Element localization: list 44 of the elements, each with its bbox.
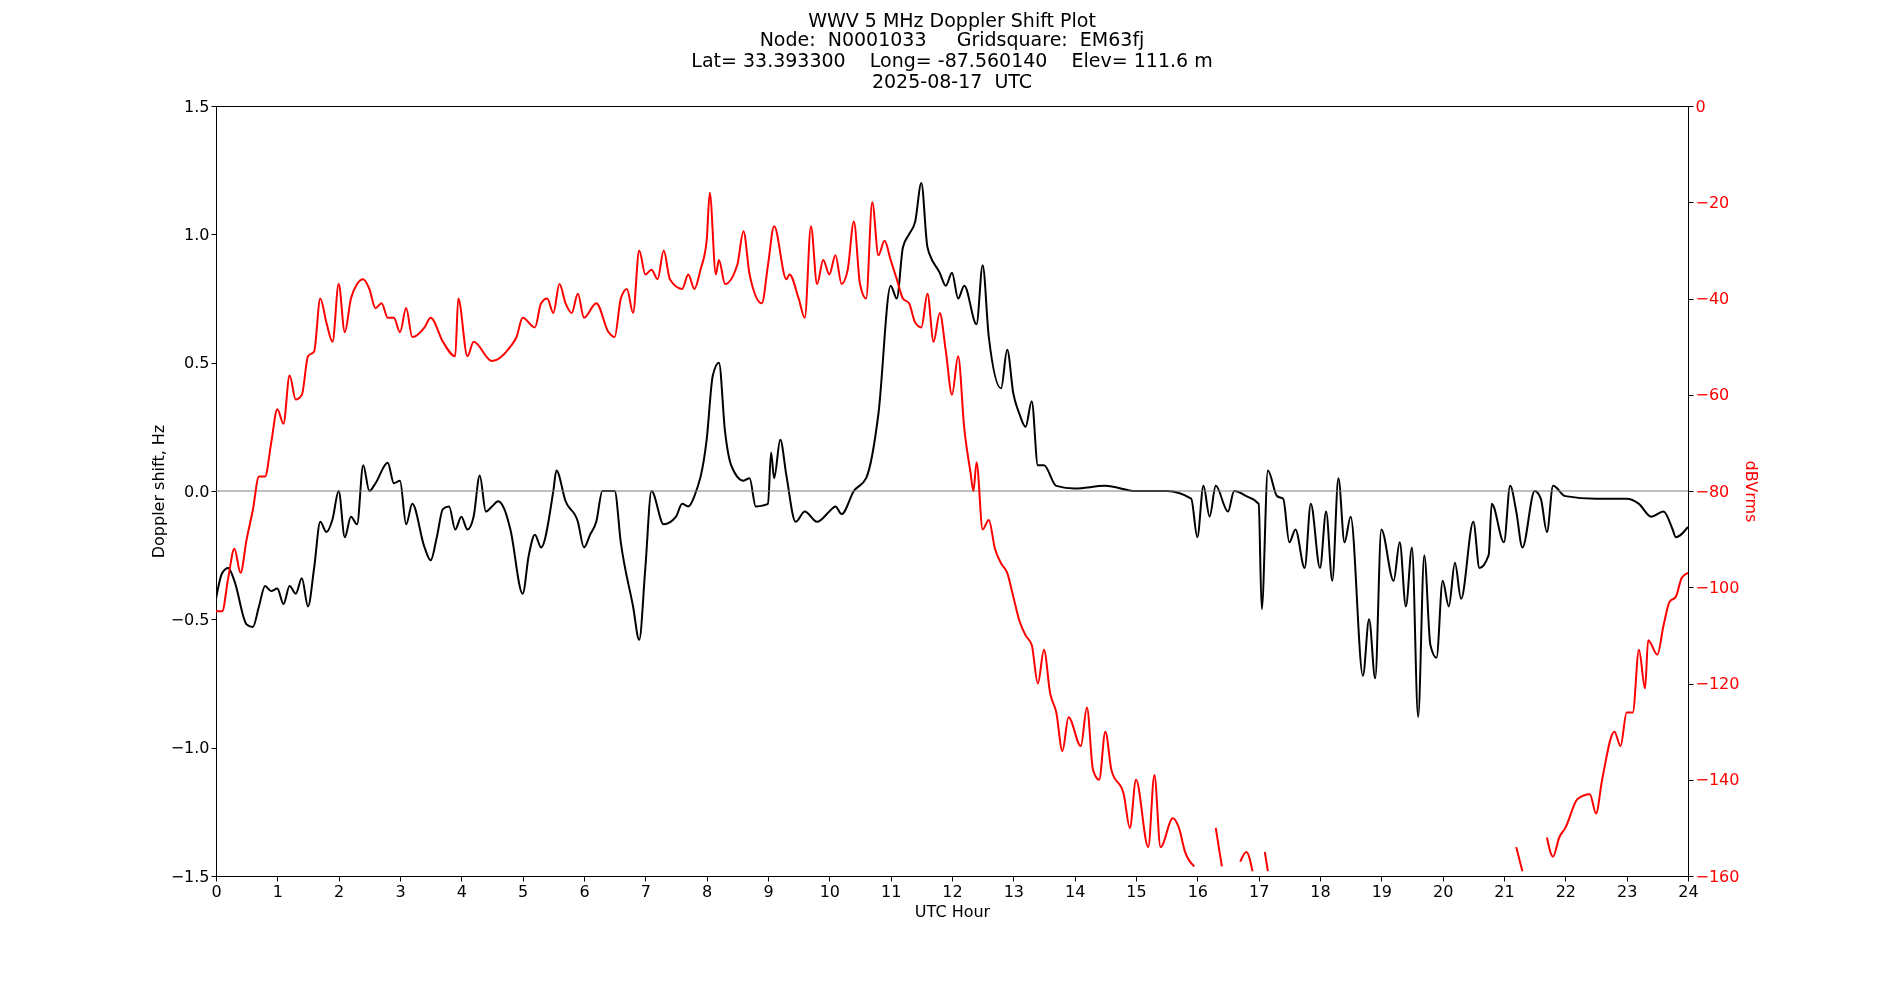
x-tick-label: 10 (819, 881, 841, 901)
x-tick-label: 18 (1310, 881, 1331, 901)
x-tick-label: 20 (1432, 881, 1454, 901)
y-tick-label: −1.5 (170, 866, 210, 886)
x-tick-label: 2 (334, 881, 345, 901)
y2-tick-label: −20 (1695, 192, 1730, 212)
y-tick-label: 0.5 (184, 353, 210, 373)
chart-title: WWV 5 MHz Doppler Shift Plot (808, 9, 1096, 31)
y2-tick-label: −40 (1695, 289, 1730, 308)
x-tick-label: 1 (272, 881, 283, 901)
x-tick-label: 13 (1003, 881, 1025, 901)
x-tick-label: 12 (942, 881, 963, 901)
x-tick-label: 19 (1371, 881, 1393, 901)
x-tick-label: 14 (1064, 881, 1086, 901)
x-tick-label: 15 (1126, 881, 1147, 901)
y-axis-title: Doppler shift, Hz (148, 424, 168, 559)
x-tick-label: 21 (1494, 881, 1515, 901)
x-tick-label: 11 (880, 881, 902, 901)
x-tick-label: 17 (1248, 881, 1270, 901)
y-tick-label: 1.0 (184, 224, 210, 244)
y2-tick-label: −80 (1695, 481, 1730, 501)
y-tick-label: 0.0 (184, 481, 210, 501)
x-tick-label: 8 (702, 881, 713, 901)
y-tick-label: 1.5 (184, 96, 210, 116)
line-series (216, 182, 1688, 718)
x-tick-label: 22 (1555, 881, 1577, 901)
x-tick-label: 23 (1616, 881, 1638, 901)
y-tick-label: −0.5 (170, 609, 210, 629)
x-axis-title: UTC Hour (914, 901, 991, 921)
y2-tick-label: −100 (1695, 577, 1740, 597)
x-tick-label: 6 (579, 881, 590, 901)
x-tick-label: 16 (1187, 881, 1209, 901)
x-tick-label: 0 (211, 881, 222, 901)
y2-tick-label: −140 (1695, 770, 1740, 790)
y2-tick-label: −60 (1695, 385, 1730, 405)
y2-axis-title: dBVrms (1742, 460, 1762, 523)
x-tick-label: 7 (640, 881, 651, 901)
y2-tick-label: −120 (1695, 674, 1740, 693)
x-tick-label: 9 (763, 881, 774, 901)
x-tick-label: 5 (518, 881, 529, 901)
x-tick-label: 4 (456, 881, 467, 901)
y2-tick-label: 0 (1695, 96, 1706, 116)
x-tick-label: 3 (395, 881, 406, 901)
y-tick-label: −1.0 (170, 738, 210, 758)
